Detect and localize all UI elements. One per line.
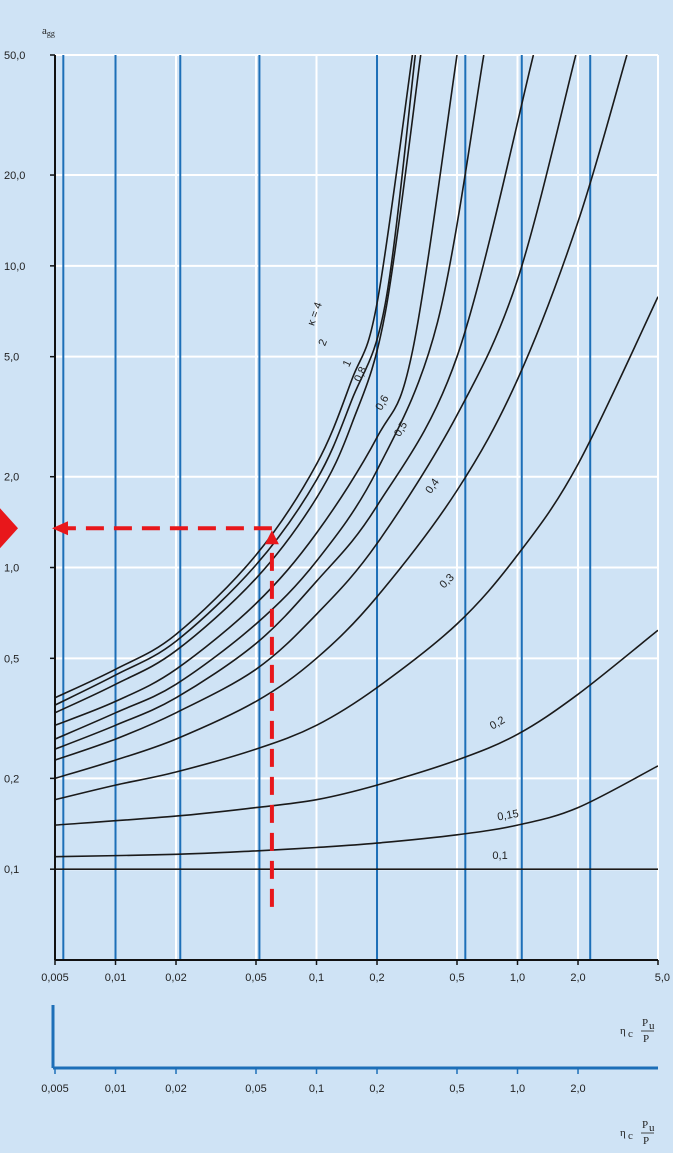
bottom-x-tick-label-1: 0,01 (105, 1083, 126, 1095)
y-axis-title-letter: a (42, 25, 47, 37)
x-axis-title-top-eta: η (620, 1025, 626, 1037)
curve-k-2 (55, 55, 422, 714)
curve-label-1: 0,15 (496, 808, 519, 824)
curve-label-7: 0,8 (352, 365, 369, 384)
curve-label-8: 1 (341, 358, 354, 369)
curve-k-0_5 (55, 55, 577, 761)
bottom-x-tick-label-2: 0,02 (165, 1083, 186, 1095)
x-tick-label-0: 0,005 (41, 972, 69, 984)
x-tick-label-6: 0,5 (449, 972, 464, 984)
curve-k-0_3 (55, 296, 658, 801)
x-tick-label-2: 0,02 (165, 972, 186, 984)
x-axis-title-top-num-sub: u (649, 1020, 655, 1032)
bottom-x-tick-label-8: 2,0 (570, 1083, 585, 1095)
y-axis-title: agg (42, 25, 55, 38)
curve-k-0_6 (55, 55, 535, 750)
bottom-x-tick-label-4: 0,1 (309, 1083, 324, 1095)
curve-label-0: 0,1 (492, 850, 507, 862)
x-axis-title-bottom: η c P u P (620, 1119, 655, 1147)
bottom-x-tick-label-6: 0,5 (449, 1083, 464, 1095)
x-tick-label-1: 0,01 (105, 972, 126, 984)
curve-k-1 (55, 55, 458, 727)
x-axis-title-bottom-num: P (642, 1119, 648, 1131)
curve-k-0_2 (55, 629, 658, 826)
y-tick-label-3: 1,0 (4, 563, 19, 575)
bottom-x-tick-label-7: 1,0 (510, 1083, 525, 1095)
tick-labels: 0,1 0,2 0,5 1,0 2,0 5,0 10,0 20,0 50,0 0,005 0,01 0… (4, 50, 670, 984)
annotation-up-arrowhead (264, 530, 279, 545)
y-tick-label-2: 0,5 (4, 653, 19, 665)
y-tick-label-7: 20,0 (4, 170, 25, 182)
bottom-axis: 0,005 0,01 0,02 0,05 0,1 0,2 0,5 1,0 2,0 (41, 1005, 658, 1095)
blue-vertical-lines (62, 55, 592, 960)
curve-label-9: 2 (316, 338, 329, 348)
x-axis-title-bottom-den: P (643, 1135, 649, 1147)
y-tick-label-6: 10,0 (4, 261, 25, 273)
axes (50, 54, 659, 965)
curve-k-4 (55, 55, 414, 699)
x-axis-title-top: η c P u P (620, 1017, 655, 1045)
x-tick-label-3: 0,05 (245, 972, 266, 984)
bottom-x-tick-label-5: 0,2 (369, 1083, 384, 1095)
y-tick-label-8: 50,0 (4, 50, 25, 62)
x-axis-title-top-sub: c (628, 1028, 633, 1040)
y-tick-label-5: 5,0 (4, 352, 19, 364)
x-axis-title-top-den: P (643, 1033, 649, 1045)
annotation (0, 508, 279, 907)
curve-k-3 (55, 55, 417, 706)
bottom-x-tick-label-0: 0,005 (41, 1083, 69, 1095)
curve-k-0_8 (55, 55, 485, 740)
x-tick-label-4: 0,1 (309, 972, 324, 984)
curves (55, 55, 658, 871)
y-tick-label-0: 0,1 (4, 864, 19, 876)
y-axis-title-subscript: gg (47, 29, 55, 38)
y-tick-label-1: 0,2 (4, 773, 19, 785)
annotation-edge-marker (0, 508, 18, 549)
annotation-left-arrowhead (52, 521, 68, 536)
curve-k-0_15 (55, 765, 658, 858)
x-tick-label-8: 2,0 (570, 972, 585, 984)
bottom-x-tick-label-3: 0,05 (245, 1083, 266, 1095)
x-tick-label-7: 1,0 (510, 972, 525, 984)
x-axis-title-top-num: P (642, 1017, 648, 1029)
x-tick-label-5: 0,2 (369, 972, 384, 984)
curve-k-0_4 (55, 55, 628, 780)
x-axis-title-bottom-eta: η (620, 1127, 626, 1139)
x-tick-label-9: 5,0 (655, 972, 670, 984)
y-tick-label-4: 2,0 (4, 472, 19, 484)
x-axis-title-bottom-num-sub: u (649, 1122, 655, 1134)
x-axis-title-bottom-sub: c (628, 1130, 633, 1142)
